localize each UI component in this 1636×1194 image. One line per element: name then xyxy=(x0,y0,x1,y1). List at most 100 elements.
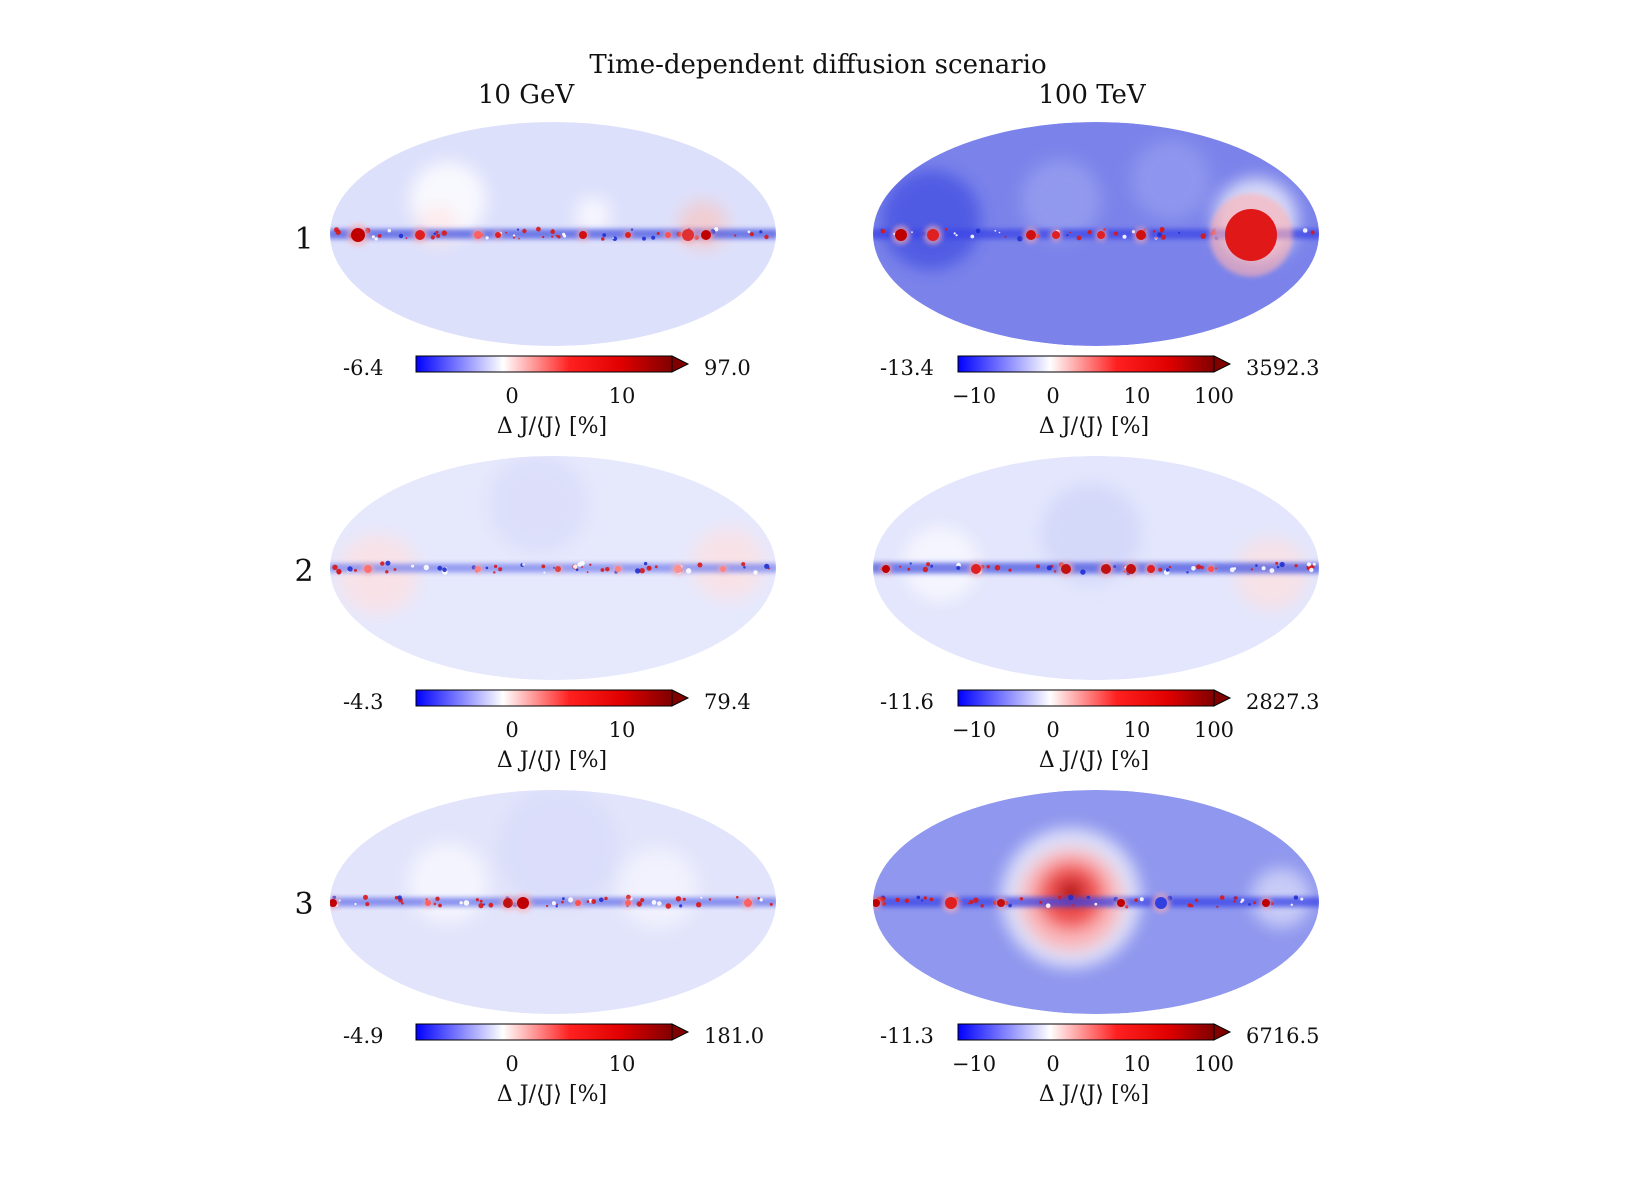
point-source xyxy=(1113,231,1118,236)
colorbar-max-label: 79.4 xyxy=(704,690,751,714)
point-source xyxy=(929,897,934,902)
point-source xyxy=(675,896,682,902)
point-source xyxy=(926,562,931,567)
point-source xyxy=(478,903,484,909)
bright-source xyxy=(674,565,682,573)
point-source xyxy=(347,566,353,572)
colorbar-axis-label: Δ J/⟨J⟩ [%] xyxy=(1038,748,1150,773)
point-source xyxy=(665,903,672,909)
colorbar-tick-10: 10 xyxy=(608,718,636,742)
colorbar-max-label: 2827.3 xyxy=(1246,690,1320,714)
diffuse-region xyxy=(498,790,618,908)
point-source xyxy=(930,564,934,568)
point-source xyxy=(546,904,549,908)
point-source xyxy=(1071,904,1074,906)
point-source xyxy=(696,902,702,908)
point-source xyxy=(435,230,439,234)
row-label-3: 3 xyxy=(294,887,314,922)
point-source xyxy=(1196,564,1202,570)
colorbar-axis-label: Δ J/⟨J⟩ [%] xyxy=(496,748,608,773)
point-source xyxy=(485,566,489,570)
point-source xyxy=(736,895,739,899)
colorbar-tick-minus10: −10 xyxy=(951,384,997,408)
point-source xyxy=(769,902,773,906)
point-source xyxy=(405,237,408,240)
bright-source xyxy=(895,229,907,241)
point-source xyxy=(1076,235,1082,241)
point-source xyxy=(1248,903,1251,906)
point-source xyxy=(953,232,956,235)
point-source xyxy=(969,900,974,904)
colorbar-max-label: 97.0 xyxy=(704,356,751,380)
bright-source xyxy=(615,566,621,572)
point-source xyxy=(1194,898,1199,902)
bright-source xyxy=(579,231,587,239)
skymap-row1-10gev xyxy=(328,120,778,348)
point-source xyxy=(907,567,911,571)
point-source xyxy=(557,235,561,239)
point-source xyxy=(1200,233,1207,239)
point-source xyxy=(1253,901,1256,905)
skymap-row2-10gev xyxy=(328,454,778,682)
colorbar-tick-0: 0 xyxy=(1046,718,1060,742)
point-source xyxy=(1134,898,1138,902)
point-source xyxy=(1039,900,1043,904)
point-source xyxy=(636,901,642,907)
bright-source xyxy=(1097,231,1105,239)
colorbar-min-label: -11.6 xyxy=(880,690,934,714)
point-source xyxy=(1113,565,1117,569)
point-source xyxy=(387,229,391,233)
point-source xyxy=(475,898,479,902)
point-source xyxy=(1008,903,1012,908)
point-source xyxy=(734,234,737,237)
point-source xyxy=(411,564,415,568)
galactic-plane xyxy=(873,562,1319,574)
point-source xyxy=(1159,226,1165,232)
point-source xyxy=(916,895,921,900)
skymap-svg xyxy=(873,122,1319,346)
diffuse-region xyxy=(1041,484,1141,584)
colorbar-tick-0: 0 xyxy=(505,384,519,408)
colorbar-gradient xyxy=(957,1023,1232,1041)
point-source xyxy=(743,566,746,569)
point-source xyxy=(1019,897,1024,901)
point-source xyxy=(1155,237,1157,239)
diffuse-region xyxy=(575,197,611,233)
point-source xyxy=(493,571,496,574)
point-source xyxy=(994,564,1001,571)
bright-source xyxy=(1155,897,1167,909)
point-source xyxy=(380,561,385,566)
colorbar-gradient xyxy=(415,355,690,373)
bright-source xyxy=(744,899,752,907)
point-source xyxy=(956,565,961,570)
point-source xyxy=(1053,570,1057,573)
point-source xyxy=(630,228,634,231)
point-source xyxy=(599,897,604,903)
point-source xyxy=(604,896,608,901)
point-source xyxy=(377,234,382,238)
point-source xyxy=(385,570,389,574)
point-source xyxy=(1165,568,1170,572)
colorbar-tick-100: 100 xyxy=(1193,1052,1235,1076)
bright-source xyxy=(575,900,581,906)
point-source xyxy=(371,235,375,239)
point-source xyxy=(1191,566,1196,571)
point-source xyxy=(1157,232,1163,238)
point-source xyxy=(556,903,559,906)
diffuse-region xyxy=(408,843,488,923)
point-source xyxy=(679,904,683,908)
point-source xyxy=(759,230,763,234)
bright-source xyxy=(682,229,694,241)
point-source xyxy=(1294,564,1298,568)
point-source xyxy=(998,231,1001,234)
point-source xyxy=(397,895,402,900)
point-source xyxy=(749,232,754,237)
point-source xyxy=(922,566,929,573)
point-source xyxy=(1312,562,1316,566)
point-source xyxy=(522,228,527,234)
point-source xyxy=(542,235,545,239)
colorbar-max-label: 181.0 xyxy=(704,1024,765,1048)
point-source xyxy=(741,562,746,567)
point-source xyxy=(1310,230,1315,235)
bright-source xyxy=(1262,899,1270,907)
